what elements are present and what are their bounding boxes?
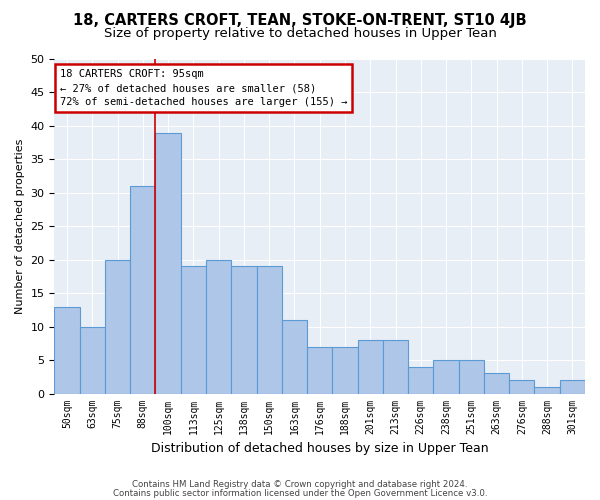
Bar <box>155 132 181 394</box>
X-axis label: Distribution of detached houses by size in Upper Tean: Distribution of detached houses by size … <box>151 442 488 455</box>
Text: Contains public sector information licensed under the Open Government Licence v3: Contains public sector information licen… <box>113 489 487 498</box>
Bar <box>484 374 509 394</box>
Bar <box>130 186 155 394</box>
Bar <box>282 320 307 394</box>
Bar <box>181 266 206 394</box>
Text: Size of property relative to detached houses in Upper Tean: Size of property relative to detached ho… <box>104 28 496 40</box>
Bar <box>408 367 433 394</box>
Bar <box>206 260 231 394</box>
Bar <box>55 306 80 394</box>
Bar <box>332 346 358 394</box>
Bar <box>257 266 282 394</box>
Bar <box>458 360 484 394</box>
Bar <box>105 260 130 394</box>
Text: 18 CARTERS CROFT: 95sqm
← 27% of detached houses are smaller (58)
72% of semi-de: 18 CARTERS CROFT: 95sqm ← 27% of detache… <box>60 69 347 107</box>
Bar <box>307 346 332 394</box>
Bar <box>80 326 105 394</box>
Text: Contains HM Land Registry data © Crown copyright and database right 2024.: Contains HM Land Registry data © Crown c… <box>132 480 468 489</box>
Bar <box>560 380 585 394</box>
Bar <box>433 360 458 394</box>
Text: 18, CARTERS CROFT, TEAN, STOKE-ON-TRENT, ST10 4JB: 18, CARTERS CROFT, TEAN, STOKE-ON-TRENT,… <box>73 12 527 28</box>
Bar <box>509 380 535 394</box>
Bar <box>383 340 408 394</box>
Bar <box>535 387 560 394</box>
Y-axis label: Number of detached properties: Number of detached properties <box>15 138 25 314</box>
Bar <box>231 266 257 394</box>
Bar <box>358 340 383 394</box>
